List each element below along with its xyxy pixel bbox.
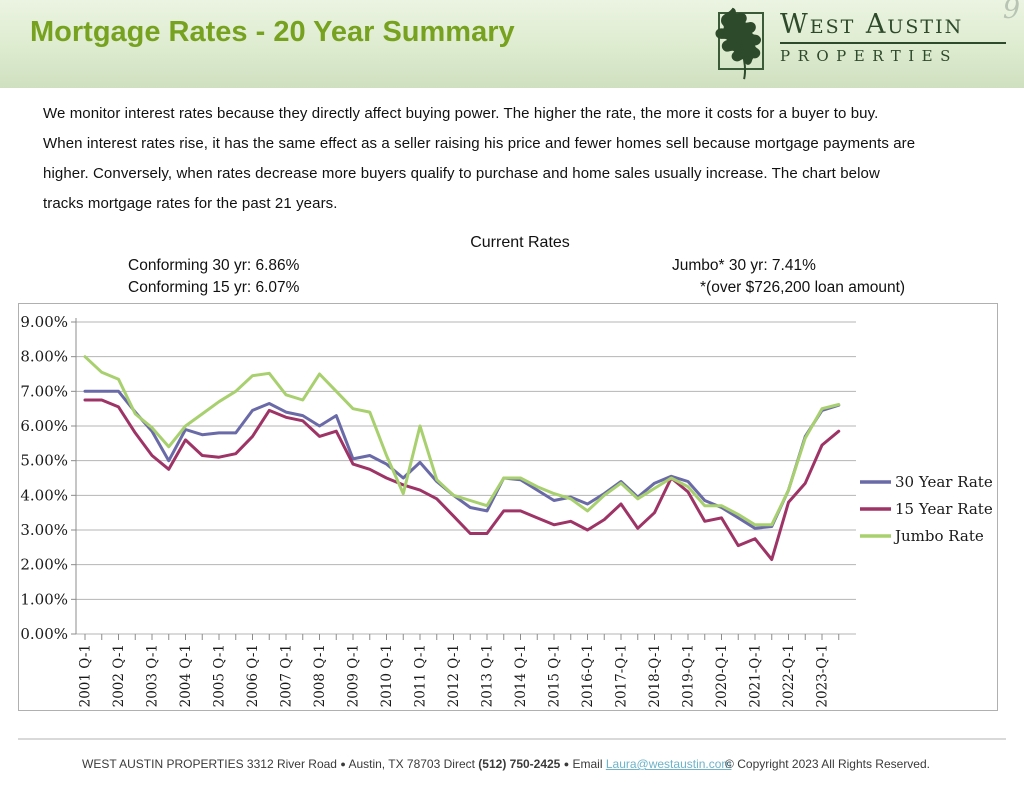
chart-plot-area: 0.00% 1.00% 2.00% 3.00% 4.00% 5.00% 6.00% 7.00%… <box>19 304 997 715</box>
x-axis-label: 2017-Q-1 <box>614 644 630 708</box>
x-axis-label: 2011 Q-1 <box>413 644 429 707</box>
x-axis-label: 2012 Q-1 <box>446 644 462 707</box>
series-line <box>83 389 841 530</box>
x-axis-label: 2020-Q-1 <box>714 644 730 708</box>
x-axis-label: 2008 Q-1 <box>312 644 328 707</box>
page-title: Mortgage Rates - 20 Year Summary <box>30 16 515 48</box>
legend-label: Jumbo Rate <box>893 527 984 545</box>
series-line <box>83 355 841 527</box>
x-axis-label: 2010 Q-1 <box>379 644 395 707</box>
footer-divider <box>18 738 1006 740</box>
legend-label: 30 Year Rate <box>895 473 993 491</box>
y-axis-label: 9.00% <box>20 313 68 331</box>
x-axis-label: 2015 Q-1 <box>547 644 563 707</box>
x-axis-label: 2009 Q-1 <box>346 644 362 707</box>
y-axis-label: 6.00% <box>20 417 68 435</box>
mortgage-rates-chart: 0.00% 1.00% 2.00% 3.00% 4.00% 5.00% 6.00% 7.00%… <box>18 303 998 711</box>
intro-line-2: When interest rates rise, it has the sam… <box>43 135 916 152</box>
current-rates-heading: Current Rates <box>470 234 570 251</box>
y-axis-label: 2.00% <box>20 556 68 574</box>
x-axis-label: 2002 Q-1 <box>111 644 127 707</box>
legend-label: 15 Year Rate <box>895 500 993 518</box>
x-axis-label: 2023-Q-1 <box>815 644 831 708</box>
logo-text: West Austin PROPERTIES <box>780 8 1006 65</box>
intro-line-3: higher. Conversely, when rates decrease … <box>43 165 880 182</box>
x-axis-label: 2005 Q-1 <box>212 644 228 707</box>
footer-contact: WEST AUSTIN PROPERTIES 3312 River Road ●… <box>82 757 731 771</box>
jumbo-note: *(over $726,200 loan amount) <box>700 279 906 296</box>
x-axis-label: 2003 Q-1 <box>145 644 161 707</box>
intro-line-1: We monitor interest rates because they d… <box>43 105 879 122</box>
header-band: Mortgage Rates - 20 Year Summary 9 West … <box>0 0 1024 88</box>
bullet-icon: ● <box>563 759 570 769</box>
y-axis-label: 8.00% <box>20 348 68 366</box>
y-axis-label: 3.00% <box>20 521 68 539</box>
oak-leaf-icon <box>708 4 772 85</box>
x-axis-label: 2004 Q-1 <box>178 644 194 707</box>
x-axis-label: 2019-Q-1 <box>681 644 697 708</box>
conforming-15yr-rate: Conforming 15 yr: 6.07% <box>128 279 300 296</box>
footer-copyright: © Copyright 2023 All Rights Reserved. <box>725 757 930 771</box>
intro-paragraph: We monitor interest rates because they d… <box>43 99 1018 219</box>
x-axis-label: 2013 Q-1 <box>480 644 496 707</box>
company-logo: West Austin PROPERTIES <box>706 6 1006 80</box>
x-axis-label: 2014 Q-1 <box>513 644 529 707</box>
footer-email-link[interactable]: Laura@westaustin.com <box>605 757 732 771</box>
conforming-30yr-rate: Conforming 30 yr: 6.86% <box>128 257 300 274</box>
x-axis-label: 2021-Q-1 <box>748 644 764 708</box>
y-axis-label: 1.00% <box>20 590 68 608</box>
intro-line-4: tracks mortgage rates for the past 21 ye… <box>43 195 338 212</box>
y-axis-label: 7.00% <box>20 382 68 400</box>
footer-address: Austin, TX 78703 Direct <box>348 757 475 771</box>
footer-company: WEST AUSTIN PROPERTIES 3312 River Road <box>82 757 337 771</box>
footer-email-label: Email <box>572 757 603 771</box>
corner-artifact: 9 <box>1002 0 1020 25</box>
x-axis-label: 2007 Q-1 <box>279 644 295 707</box>
x-axis-label: 2018-Q-1 <box>647 644 663 708</box>
x-axis-label: 2022-Q-1 <box>781 644 797 708</box>
y-axis-label: 0.00% <box>20 625 68 643</box>
bullet-icon: ● <box>340 759 346 769</box>
x-axis-label: 2006 Q-1 <box>245 644 261 707</box>
x-axis-label: 2016-Q-1 <box>580 644 596 708</box>
logo-subname: PROPERTIES <box>780 47 958 65</box>
jumbo-30yr-rate: Jumbo* 30 yr: 7.41% <box>672 257 816 274</box>
footer-phone: (512) 750-2425 <box>478 757 561 771</box>
logo-name: West Austin <box>780 8 1006 44</box>
y-axis-label: 5.00% <box>20 452 68 470</box>
y-axis-label: 4.00% <box>20 486 68 504</box>
series-line <box>83 398 841 561</box>
x-axis-label: 2001 Q-1 <box>78 644 94 707</box>
